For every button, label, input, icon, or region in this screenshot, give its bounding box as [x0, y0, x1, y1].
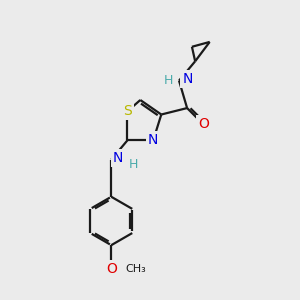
Text: N: N [113, 151, 123, 165]
Text: H: H [164, 74, 173, 87]
Text: N: N [182, 72, 193, 86]
Text: N: N [148, 133, 158, 147]
Text: O: O [198, 117, 209, 131]
Text: O: O [106, 262, 117, 276]
Text: H: H [129, 158, 138, 171]
Text: CH₃: CH₃ [126, 264, 147, 274]
Text: S: S [123, 104, 132, 118]
